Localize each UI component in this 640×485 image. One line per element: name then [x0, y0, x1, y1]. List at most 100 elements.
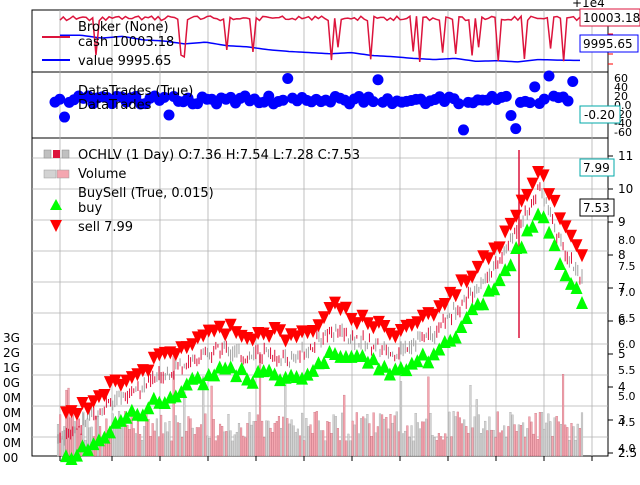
volume-bar-168 — [410, 425, 413, 457]
volume-bar-151 — [374, 432, 377, 457]
buy-marker-64 — [411, 354, 424, 368]
ohlc-legend-swatch-down — [53, 150, 60, 158]
volume-bar-108 — [284, 377, 287, 457]
volume-bar-94 — [254, 421, 257, 457]
volume-bar-61 — [185, 430, 188, 457]
buy-marker-44 — [301, 367, 314, 381]
sell-marker-74 — [466, 270, 479, 284]
volume-bar-136 — [343, 394, 346, 457]
buy-marker-21 — [175, 385, 188, 399]
volume-bar-145 — [362, 416, 365, 457]
volume-bar-132 — [334, 416, 337, 457]
sell-marker-69 — [438, 298, 451, 312]
volume-bar-66 — [195, 427, 198, 457]
buy-marker-8 — [103, 425, 116, 439]
trade-dot-49 — [282, 73, 294, 85]
volume-bar-137 — [345, 440, 348, 457]
buy-marker-45 — [307, 363, 320, 377]
sell-marker-73 — [460, 275, 473, 289]
volume-bar-148 — [368, 423, 371, 457]
main-right-ticklabel-0: 11 — [618, 149, 633, 163]
sell-marker-85 — [526, 177, 539, 191]
volume-bar-229 — [538, 412, 541, 457]
volume-bar-225 — [530, 421, 533, 457]
sell-marker-45 — [307, 324, 320, 338]
volume-bar-141 — [353, 424, 356, 457]
buy-marker-94 — [576, 296, 588, 310]
volume-bar-228 — [536, 439, 539, 457]
volume-bar-93 — [252, 421, 255, 457]
main-panel — [31, 137, 609, 457]
buysell-legend-title: BuySell (True, 0.015) — [78, 186, 214, 201]
volume-bar-175 — [425, 418, 428, 457]
volume-bar-43 — [147, 419, 150, 457]
close-last-value: 7.53 — [583, 201, 610, 215]
volume-bar-124 — [317, 420, 320, 457]
trade-dot-23 — [158, 91, 170, 103]
buy-marker-79 — [493, 273, 506, 287]
trade-dot-96 — [505, 110, 517, 122]
sell-marker-80 — [499, 225, 512, 239]
trade-dot-2 — [59, 111, 70, 123]
buy-marker-27 — [208, 368, 221, 382]
volume-bar-46 — [153, 430, 156, 457]
volume-bar-194 — [465, 426, 468, 457]
sell-marker-37 — [263, 330, 276, 344]
volume-bar-163 — [399, 381, 403, 457]
main-right-ticklabel-4: 7 — [618, 281, 626, 295]
buy-marker-32 — [235, 362, 248, 376]
volume-bar-100 — [267, 420, 270, 457]
sell-marker-81 — [504, 217, 517, 231]
volume-bar-113 — [294, 432, 297, 457]
sell-marker-86 — [532, 166, 545, 180]
volume-bar-181 — [437, 433, 440, 457]
sell-marker-20 — [169, 348, 182, 362]
volume-bar-68 — [200, 424, 203, 457]
volume-bar-53 — [168, 421, 171, 457]
buy-marker-58 — [378, 359, 391, 373]
volume-bar-111 — [290, 419, 293, 457]
trade-dot-108 — [562, 95, 574, 107]
main-right-ticklabel-2: 9 — [618, 215, 626, 229]
volume-bar-161 — [395, 411, 398, 457]
volume-bar-81 — [227, 414, 230, 457]
main-right-ticklabel-b-5: 5.5 — [618, 364, 636, 377]
volume-bar-82 — [229, 430, 232, 457]
volume-bar-143 — [357, 433, 360, 457]
sell-marker-5 — [87, 395, 100, 409]
volume-bar-83 — [231, 440, 234, 457]
buy-marker-15 — [142, 401, 155, 415]
volume-bar-109 — [286, 418, 289, 457]
volume-bar-86 — [237, 423, 241, 457]
sell-marker-87 — [537, 169, 550, 183]
volume-bar-32 — [124, 411, 127, 457]
volume-bar-196 — [469, 385, 472, 457]
volume-bar-230 — [540, 412, 544, 457]
volume-bar-178 — [431, 435, 434, 457]
buy-marker-54 — [356, 349, 369, 363]
sell-marker-46 — [312, 319, 325, 333]
buy-marker-38 — [268, 367, 281, 381]
buy-marker-84 — [521, 223, 534, 237]
volume-bar-128 — [326, 421, 329, 457]
volume-bar-153 — [378, 413, 382, 457]
volume-bar-64 — [191, 427, 194, 457]
volume-bar-71 — [206, 435, 209, 457]
volume-bar-56 — [174, 415, 177, 457]
volume-bar-213 — [505, 437, 508, 457]
volume-bar-216 — [511, 414, 514, 457]
volume-bar-104 — [275, 421, 278, 457]
volume-bar-120 — [309, 424, 312, 457]
volume-bar-205 — [488, 416, 491, 457]
volume-bar-49 — [160, 414, 163, 457]
volume-bar-146 — [364, 418, 367, 457]
buy-marker-72 — [455, 320, 468, 334]
sell-marker-48 — [323, 301, 336, 315]
trades-right-ticklabel-2: 20 — [614, 90, 628, 103]
cash-last-box — [579, 8, 640, 27]
volume-bar-144 — [359, 418, 363, 457]
main-right-ticklabel-b-3: 6.5 — [618, 312, 636, 325]
volume-bar-114 — [296, 428, 299, 457]
volume-bar-236 — [553, 417, 556, 457]
